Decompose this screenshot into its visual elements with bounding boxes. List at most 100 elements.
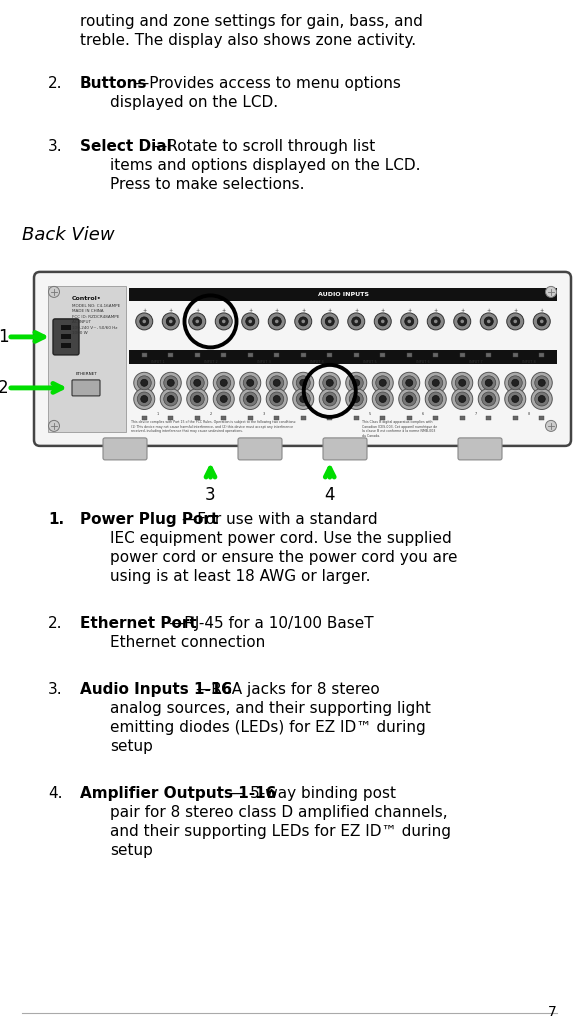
Bar xyxy=(129,288,557,301)
Text: Power Plug Port: Power Plug Port xyxy=(80,512,218,527)
Text: Ethernet connection: Ethernet connection xyxy=(110,634,265,650)
Circle shape xyxy=(141,379,148,386)
Text: INPUT 5: INPUT 5 xyxy=(362,360,376,364)
Text: 4.: 4. xyxy=(48,787,63,801)
Circle shape xyxy=(459,379,466,386)
Bar xyxy=(129,350,557,364)
Text: 1: 1 xyxy=(0,328,8,346)
Circle shape xyxy=(213,373,234,393)
Text: 1: 1 xyxy=(156,412,159,416)
Circle shape xyxy=(399,373,420,393)
Bar xyxy=(221,353,226,357)
Text: Control•: Control• xyxy=(72,296,102,301)
Text: Ethernet Port: Ethernet Port xyxy=(80,616,197,631)
Text: ETHERNET: ETHERNET xyxy=(75,372,97,376)
Circle shape xyxy=(293,373,314,393)
Circle shape xyxy=(427,313,444,330)
Circle shape xyxy=(164,392,178,406)
Circle shape xyxy=(215,313,232,330)
Circle shape xyxy=(164,376,178,390)
Text: +: + xyxy=(460,308,464,314)
Text: 8: 8 xyxy=(527,412,530,416)
Circle shape xyxy=(374,313,391,330)
Text: MADE IN CHINA: MADE IN CHINA xyxy=(72,309,104,314)
Circle shape xyxy=(319,388,340,410)
Text: and their supporting LEDs for EZ ID™ during: and their supporting LEDs for EZ ID™ dur… xyxy=(110,824,451,839)
Circle shape xyxy=(425,388,446,410)
Circle shape xyxy=(142,320,146,323)
Circle shape xyxy=(270,376,284,390)
Text: setup: setup xyxy=(110,739,153,753)
Circle shape xyxy=(219,317,228,326)
Bar xyxy=(142,416,146,420)
Text: —Provides access to menu options: —Provides access to menu options xyxy=(134,77,401,91)
Circle shape xyxy=(425,373,446,393)
Circle shape xyxy=(507,313,524,330)
Bar xyxy=(248,353,253,357)
Bar xyxy=(407,416,412,420)
Circle shape xyxy=(319,373,340,393)
Circle shape xyxy=(302,320,305,323)
Circle shape xyxy=(372,388,393,410)
Bar xyxy=(168,353,173,357)
FancyBboxPatch shape xyxy=(34,272,571,446)
Circle shape xyxy=(478,373,499,393)
Bar xyxy=(433,353,438,357)
Bar xyxy=(168,416,173,420)
Circle shape xyxy=(431,317,440,326)
Circle shape xyxy=(538,395,545,403)
Text: +: + xyxy=(248,308,252,314)
Circle shape xyxy=(323,376,337,390)
Text: Amplifier Outputs 1-16: Amplifier Outputs 1-16 xyxy=(80,787,276,801)
Circle shape xyxy=(135,313,153,330)
Text: INPUT 4: INPUT 4 xyxy=(310,360,324,364)
Circle shape xyxy=(243,376,257,390)
Circle shape xyxy=(296,392,310,406)
Circle shape xyxy=(137,376,151,390)
Bar xyxy=(61,325,71,330)
Circle shape xyxy=(217,392,231,406)
Text: +: + xyxy=(142,308,146,314)
Circle shape xyxy=(458,317,467,326)
Circle shape xyxy=(167,379,174,386)
Bar xyxy=(248,416,253,420)
Circle shape xyxy=(293,388,314,410)
Text: +: + xyxy=(222,308,226,314)
Text: 7: 7 xyxy=(474,412,477,416)
Circle shape xyxy=(296,376,310,390)
FancyBboxPatch shape xyxy=(103,438,147,460)
Text: power cord or ensure the power cord you are: power cord or ensure the power cord you … xyxy=(110,550,457,565)
Circle shape xyxy=(187,373,208,393)
Circle shape xyxy=(505,388,526,410)
Circle shape xyxy=(326,379,334,386)
Text: +: + xyxy=(407,308,411,314)
Text: 4: 4 xyxy=(316,412,318,416)
Text: This Class B digital apparatus complies with
Canadian ICES-003. Cet appareil num: This Class B digital apparatus complies … xyxy=(362,420,438,438)
Text: 2.: 2. xyxy=(48,77,63,91)
Circle shape xyxy=(346,388,367,410)
Text: Back View: Back View xyxy=(22,226,115,244)
Circle shape xyxy=(485,395,492,403)
Circle shape xyxy=(434,320,438,323)
Circle shape xyxy=(266,388,287,410)
Circle shape xyxy=(245,317,255,326)
Bar xyxy=(539,353,544,357)
Circle shape xyxy=(512,379,519,386)
Circle shape xyxy=(346,373,367,393)
Circle shape xyxy=(545,287,556,297)
Circle shape xyxy=(429,376,443,390)
Bar xyxy=(539,416,544,420)
Circle shape xyxy=(454,313,471,330)
Circle shape xyxy=(545,420,556,432)
Circle shape xyxy=(514,320,517,323)
Circle shape xyxy=(220,395,227,403)
Circle shape xyxy=(399,388,420,410)
Text: 2: 2 xyxy=(0,379,8,396)
Circle shape xyxy=(242,313,259,330)
Circle shape xyxy=(193,317,201,326)
Text: INPUT 6: INPUT 6 xyxy=(416,360,430,364)
Circle shape xyxy=(137,392,151,406)
Text: 3.: 3. xyxy=(48,682,63,698)
Text: emitting diodes (LEDs) for EZ ID™ during: emitting diodes (LEDs) for EZ ID™ during xyxy=(110,720,426,735)
Text: Press to make selections.: Press to make selections. xyxy=(110,177,305,191)
